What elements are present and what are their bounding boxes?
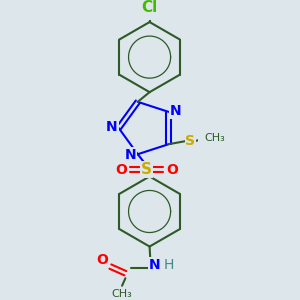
Text: O: O (116, 163, 127, 177)
Text: N: N (149, 258, 161, 272)
Text: S: S (185, 134, 195, 148)
Text: CH₃: CH₃ (112, 289, 132, 299)
Text: CH₃: CH₃ (204, 134, 225, 143)
Text: N: N (106, 120, 118, 134)
Text: O: O (96, 253, 108, 267)
Text: H: H (164, 258, 174, 272)
Text: S: S (141, 162, 152, 177)
Text: O: O (166, 163, 178, 177)
Text: N: N (169, 104, 181, 118)
Text: N: N (124, 148, 136, 162)
Text: Cl: Cl (142, 0, 158, 14)
